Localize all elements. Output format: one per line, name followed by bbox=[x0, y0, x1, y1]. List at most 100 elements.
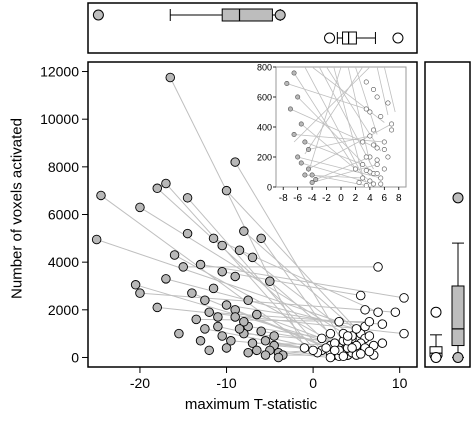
inset-line bbox=[308, 67, 342, 173]
y-tick-label: 4000 bbox=[48, 254, 79, 270]
inset-positive-point bbox=[352, 166, 358, 172]
inset-positive-point bbox=[363, 79, 369, 85]
inset-positive-point bbox=[381, 139, 387, 145]
negative-point bbox=[200, 324, 210, 334]
negative-point bbox=[191, 314, 201, 325]
outlier bbox=[430, 351, 442, 363]
y-tick-label: 8000 bbox=[48, 159, 79, 175]
positive-point bbox=[399, 293, 409, 303]
negative-point bbox=[165, 72, 175, 83]
inset-y-tick-label: 800 bbox=[257, 63, 272, 73]
negative-point bbox=[161, 178, 171, 189]
inset-positive-point bbox=[370, 127, 376, 133]
negative-point bbox=[152, 302, 163, 313]
inset-positive-point bbox=[363, 168, 369, 174]
negative-point bbox=[130, 280, 141, 290]
positive-point bbox=[364, 346, 375, 357]
positive-point bbox=[373, 307, 383, 317]
inset-negative-point bbox=[302, 172, 308, 178]
inset-negative-point bbox=[291, 70, 297, 76]
inset-positive-point bbox=[378, 175, 384, 181]
inset-negative-point bbox=[295, 94, 301, 100]
positive-point bbox=[355, 349, 366, 359]
negative-point bbox=[226, 336, 236, 346]
inset-negative-point bbox=[298, 121, 304, 127]
inset-positive-point bbox=[374, 157, 380, 163]
y-tick-label: 2000 bbox=[48, 302, 79, 318]
negative-point bbox=[178, 262, 188, 272]
inset-negative-point bbox=[302, 139, 308, 145]
negative-point bbox=[256, 326, 266, 337]
inset-x-tick-label: 8 bbox=[396, 193, 402, 204]
inset-negative-point bbox=[309, 172, 315, 178]
negative-point bbox=[252, 309, 262, 320]
inset-x-tick-label: 0 bbox=[338, 193, 344, 204]
positive-point bbox=[308, 345, 318, 356]
y-axis-title: Number of voxels activated bbox=[8, 118, 26, 299]
positive-point bbox=[355, 290, 366, 301]
pair-line bbox=[234, 161, 344, 344]
negative-point bbox=[152, 183, 163, 194]
positive-point bbox=[342, 331, 353, 341]
pair-line bbox=[96, 239, 340, 323]
negative-point bbox=[243, 347, 253, 358]
inset-positive-point bbox=[363, 154, 369, 160]
negative-point bbox=[213, 312, 223, 322]
inset-x-tick-label: -4 bbox=[308, 193, 317, 204]
negative-point bbox=[200, 295, 210, 306]
inset-line bbox=[286, 83, 367, 110]
y-tick-label: 0 bbox=[71, 349, 79, 365]
negative-point bbox=[230, 271, 240, 282]
outlier bbox=[392, 32, 404, 44]
negative-point bbox=[265, 276, 275, 286]
positive-point bbox=[390, 307, 401, 317]
positive-point bbox=[299, 343, 310, 353]
inset-line bbox=[304, 141, 363, 165]
inset-line bbox=[308, 135, 370, 150]
positive-point bbox=[317, 333, 327, 344]
inset-negative-point bbox=[305, 166, 311, 172]
positive-point bbox=[399, 328, 409, 339]
negative-point bbox=[135, 202, 145, 213]
positive-point bbox=[347, 343, 357, 353]
negative-point bbox=[135, 288, 145, 298]
negative-point bbox=[187, 288, 197, 298]
inset-positive-point bbox=[367, 133, 373, 139]
inset-positive-point bbox=[374, 145, 380, 151]
pair-line bbox=[256, 314, 322, 339]
inset-negative-point bbox=[291, 132, 297, 138]
inset-line bbox=[293, 72, 356, 170]
inset-negative-point bbox=[298, 160, 304, 166]
positive-point bbox=[351, 324, 362, 334]
inset-positive-point bbox=[370, 142, 376, 148]
negative-point bbox=[213, 321, 223, 332]
positive-point bbox=[334, 316, 344, 327]
inset-positive-point bbox=[367, 109, 373, 115]
inset-x-tick-label: 6 bbox=[382, 193, 388, 204]
inset-positive-point bbox=[363, 183, 369, 187]
pair-line bbox=[200, 264, 405, 299]
pair-line bbox=[226, 190, 362, 334]
positive-point bbox=[325, 328, 336, 339]
negative-point bbox=[174, 328, 184, 339]
inset-positive-point bbox=[381, 147, 387, 153]
box bbox=[451, 285, 465, 347]
negative-point bbox=[269, 331, 279, 341]
negative-point bbox=[252, 345, 262, 356]
negative-point bbox=[182, 228, 193, 239]
outlier bbox=[452, 192, 464, 204]
negative-point bbox=[243, 295, 253, 306]
positive-point bbox=[377, 338, 388, 348]
inset-positive-point bbox=[378, 181, 384, 187]
inset-y-tick-label: 400 bbox=[257, 123, 272, 133]
inset-positive-point bbox=[356, 180, 362, 186]
positive-point bbox=[364, 331, 375, 341]
x-axis-title: maximum T-statistic bbox=[184, 396, 318, 413]
inset-x-tick-label: -2 bbox=[322, 193, 331, 204]
positive-point bbox=[325, 352, 336, 363]
negative-point bbox=[204, 345, 214, 356]
pair-line bbox=[243, 230, 366, 339]
